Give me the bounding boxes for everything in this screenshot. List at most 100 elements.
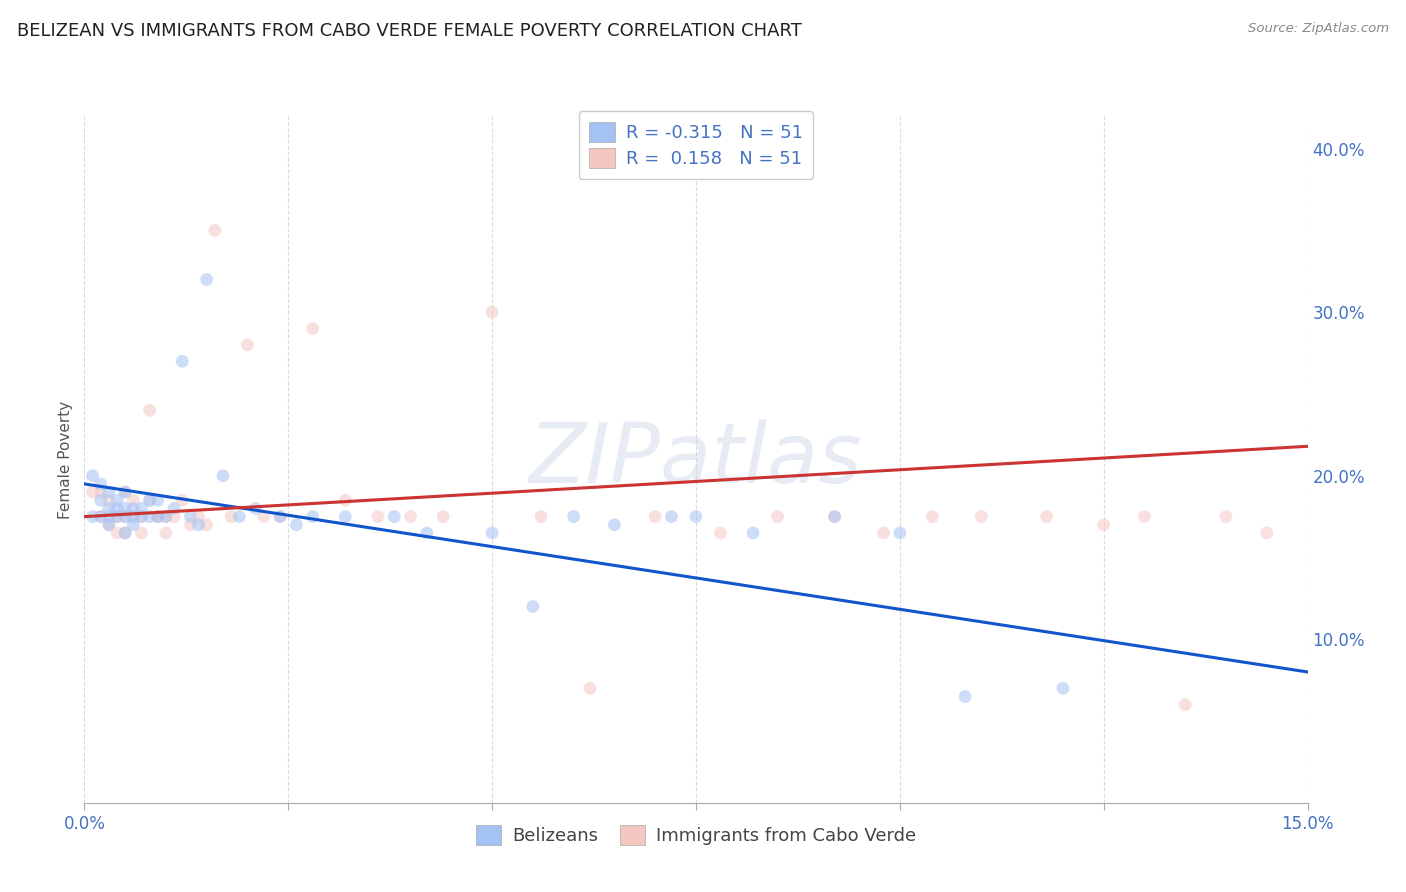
Point [131, 509, 153, 524]
Point [236, 338, 259, 352]
Point [131, 501, 153, 516]
Point [122, 501, 145, 516]
Point [953, 690, 976, 704]
Point [1052, 681, 1074, 696]
Point [245, 501, 267, 516]
Point [187, 517, 209, 532]
Point [1174, 698, 1197, 712]
Point [97, 517, 120, 532]
Y-axis label: Female Poverty: Female Poverty [58, 401, 73, 518]
Point [603, 517, 626, 532]
Point [824, 509, 846, 524]
Point [1092, 517, 1115, 532]
Point [122, 509, 145, 524]
Point [114, 509, 136, 524]
Point [97, 493, 120, 508]
Legend: Belizeans, Immigrants from Cabo Verde: Belizeans, Immigrants from Cabo Verde [468, 818, 924, 852]
Point [90, 476, 112, 491]
Point [824, 509, 846, 524]
Point [155, 509, 177, 524]
Point [122, 509, 145, 524]
Point [644, 509, 666, 524]
Point [114, 485, 136, 500]
Point [685, 509, 707, 524]
Point [1256, 525, 1278, 540]
Point [1133, 509, 1156, 524]
Point [114, 485, 136, 500]
Point [90, 493, 112, 508]
Point [97, 501, 120, 516]
Point [146, 509, 169, 524]
Point [301, 321, 323, 335]
Point [90, 509, 112, 524]
Point [1035, 509, 1057, 524]
Point [367, 509, 389, 524]
Point [335, 509, 357, 524]
Point [562, 509, 585, 524]
Text: ZIPatlas: ZIPatlas [529, 419, 863, 500]
Point [155, 525, 177, 540]
Point [212, 468, 235, 483]
Point [105, 525, 128, 540]
Point [122, 517, 145, 532]
Point [179, 509, 201, 524]
Point [204, 223, 226, 237]
Point [105, 509, 128, 524]
Point [82, 509, 104, 524]
Point [122, 493, 145, 508]
Point [163, 509, 186, 524]
Point [187, 509, 209, 524]
Point [138, 509, 160, 524]
Point [416, 525, 439, 540]
Point [399, 509, 422, 524]
Point [253, 509, 276, 524]
Point [481, 305, 503, 319]
Point [285, 517, 308, 532]
Point [105, 501, 128, 516]
Point [82, 468, 104, 483]
Point [335, 493, 357, 508]
Point [155, 509, 177, 524]
Point [90, 509, 112, 524]
Point [195, 517, 218, 532]
Point [138, 403, 160, 417]
Point [138, 493, 160, 508]
Point [872, 525, 894, 540]
Point [269, 509, 291, 524]
Point [138, 493, 160, 508]
Point [114, 501, 136, 516]
Point [97, 517, 120, 532]
Point [163, 501, 186, 516]
Point [131, 509, 153, 524]
Point [131, 525, 153, 540]
Text: Source: ZipAtlas.com: Source: ZipAtlas.com [1249, 22, 1389, 36]
Point [219, 509, 242, 524]
Point [522, 599, 544, 614]
Point [530, 509, 553, 524]
Text: BELIZEAN VS IMMIGRANTS FROM CABO VERDE FEMALE POVERTY CORRELATION CHART: BELIZEAN VS IMMIGRANTS FROM CABO VERDE F… [17, 22, 801, 40]
Point [146, 509, 169, 524]
Point [481, 525, 503, 540]
Point [269, 509, 291, 524]
Point [146, 509, 169, 524]
Point [742, 525, 765, 540]
Point [90, 485, 112, 500]
Point [179, 517, 201, 532]
Point [97, 485, 120, 500]
Point [382, 509, 405, 524]
Point [114, 509, 136, 524]
Point [709, 525, 731, 540]
Point [146, 493, 169, 508]
Point [97, 509, 120, 524]
Point [172, 354, 194, 368]
Point [1215, 509, 1237, 524]
Point [105, 509, 128, 524]
Point [970, 509, 993, 524]
Point [661, 509, 683, 524]
Point [105, 493, 128, 508]
Point [114, 525, 136, 540]
Point [228, 509, 250, 524]
Point [195, 272, 218, 286]
Point [579, 681, 602, 696]
Point [921, 509, 943, 524]
